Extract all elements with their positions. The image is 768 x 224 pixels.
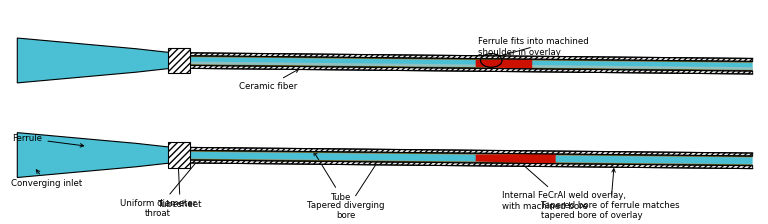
Text: Ferrule: Ferrule bbox=[12, 134, 84, 147]
Text: Tube: Tube bbox=[314, 152, 352, 202]
Polygon shape bbox=[177, 64, 753, 71]
Polygon shape bbox=[475, 154, 555, 164]
Text: Tapered bore of ferrule matches
tapered bore of overlay: Tapered bore of ferrule matches tapered … bbox=[541, 169, 680, 220]
Polygon shape bbox=[18, 133, 180, 177]
Polygon shape bbox=[177, 57, 753, 70]
Polygon shape bbox=[177, 159, 753, 166]
Text: Ferrule fits into machined
shoulder in overlay: Ferrule fits into machined shoulder in o… bbox=[478, 37, 588, 58]
Polygon shape bbox=[177, 160, 753, 169]
Polygon shape bbox=[177, 65, 753, 74]
Polygon shape bbox=[18, 38, 180, 83]
Text: Internal FeCrAl weld overlay,
with machined bore: Internal FeCrAl weld overlay, with machi… bbox=[502, 153, 626, 211]
Polygon shape bbox=[177, 150, 753, 157]
Text: Ceramic fiber: Ceramic fiber bbox=[239, 69, 299, 91]
Text: Uniform diameter
throat: Uniform diameter throat bbox=[120, 160, 198, 218]
Polygon shape bbox=[168, 48, 190, 73]
Polygon shape bbox=[177, 61, 753, 70]
Polygon shape bbox=[177, 53, 753, 61]
Text: Tubesheet: Tubesheet bbox=[158, 146, 203, 209]
Text: Converging inlet: Converging inlet bbox=[12, 170, 83, 188]
Polygon shape bbox=[475, 59, 532, 69]
Polygon shape bbox=[177, 147, 753, 156]
Polygon shape bbox=[177, 56, 753, 63]
Polygon shape bbox=[177, 152, 753, 164]
Polygon shape bbox=[168, 142, 190, 168]
Text: Tapered diverging
bore: Tapered diverging bore bbox=[307, 161, 385, 220]
